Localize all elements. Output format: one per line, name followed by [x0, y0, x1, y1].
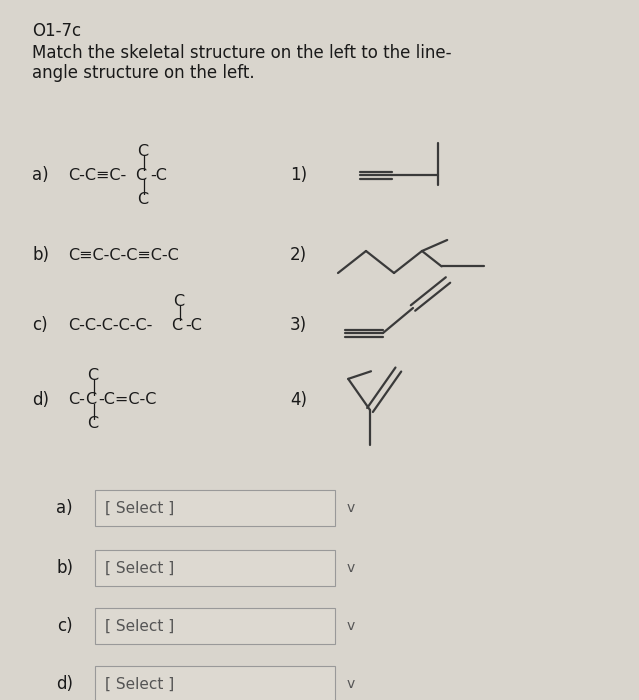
Text: d): d): [56, 675, 73, 693]
FancyBboxPatch shape: [95, 666, 335, 700]
Text: 2): 2): [290, 246, 307, 264]
Text: c): c): [58, 617, 73, 635]
Text: C-C-C-C-C-: C-C-C-C-C-: [68, 318, 152, 332]
Text: Match the skeletal structure on the left to the line-: Match the skeletal structure on the left…: [32, 44, 452, 62]
Text: [ Select ]: [ Select ]: [105, 500, 174, 515]
Text: d): d): [32, 391, 49, 409]
Text: v: v: [347, 677, 355, 691]
Text: C: C: [87, 368, 98, 384]
Text: [ Select ]: [ Select ]: [105, 619, 174, 634]
Text: a): a): [32, 166, 49, 184]
Text: C: C: [137, 192, 148, 206]
Text: C: C: [85, 393, 96, 407]
Text: 1): 1): [290, 166, 307, 184]
Text: angle structure on the left.: angle structure on the left.: [32, 64, 254, 82]
Text: C: C: [173, 293, 184, 309]
FancyBboxPatch shape: [95, 490, 335, 526]
Text: 4): 4): [290, 391, 307, 409]
Text: 3): 3): [290, 316, 307, 334]
Text: C-C≡C-: C-C≡C-: [68, 167, 127, 183]
Text: [ Select ]: [ Select ]: [105, 561, 174, 575]
Text: C: C: [135, 167, 146, 183]
Text: v: v: [347, 619, 355, 633]
Text: C: C: [87, 416, 98, 431]
Text: |: |: [177, 305, 182, 321]
Text: b): b): [32, 246, 49, 264]
FancyBboxPatch shape: [95, 550, 335, 586]
Text: b): b): [56, 559, 73, 577]
Text: |: |: [141, 179, 146, 195]
Text: [ Select ]: [ Select ]: [105, 676, 174, 692]
Text: C≡C-C-C≡C-C: C≡C-C-C≡C-C: [68, 248, 179, 262]
Text: -C: -C: [150, 167, 167, 183]
Text: |: |: [141, 155, 146, 171]
Text: a): a): [56, 499, 73, 517]
Text: C: C: [171, 318, 182, 332]
Text: |: |: [91, 380, 96, 396]
Text: |: |: [91, 404, 96, 420]
Text: -C=C-C: -C=C-C: [98, 393, 157, 407]
Text: -C: -C: [185, 318, 202, 332]
Text: v: v: [347, 501, 355, 515]
Text: c): c): [32, 316, 48, 334]
Text: v: v: [347, 561, 355, 575]
Text: O1-7c: O1-7c: [32, 22, 81, 40]
Text: C-: C-: [68, 393, 85, 407]
Text: C: C: [137, 144, 148, 158]
FancyBboxPatch shape: [95, 608, 335, 644]
